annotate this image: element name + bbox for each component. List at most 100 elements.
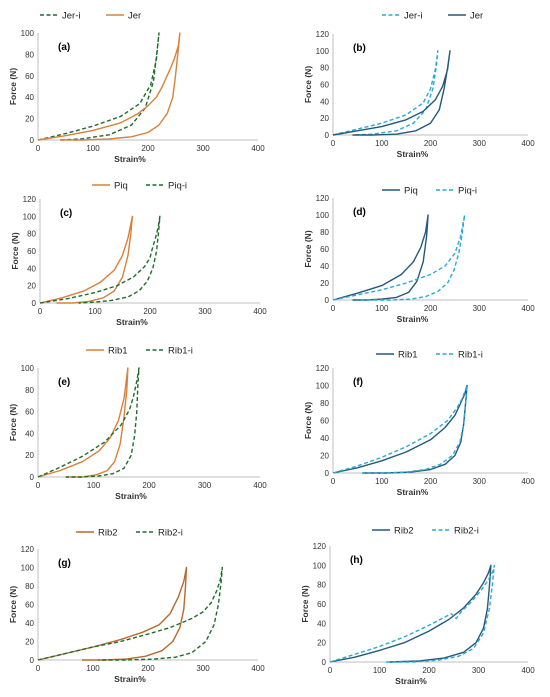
- x-axis-title: Strain%: [395, 676, 427, 686]
- series-line-rib1: [332, 384, 468, 474]
- legend-entry: Rib2-i: [158, 528, 183, 539]
- y-tick-label: 40: [320, 97, 329, 106]
- legend-entry: Jer: [128, 11, 141, 22]
- legend-entry: Piq-i: [458, 186, 477, 197]
- x-tick-label: 400: [521, 139, 535, 148]
- x-tick-label: 0: [331, 139, 336, 148]
- x-tick-label: 0: [36, 144, 41, 153]
- legend-entry: Piq: [114, 181, 128, 192]
- y-tick-label: 20: [317, 639, 326, 648]
- x-axis-title: Strain%: [115, 491, 147, 501]
- y-tick-label: 60: [320, 417, 329, 426]
- panel-label: (b): [353, 43, 366, 54]
- x-tick-label: 400: [251, 664, 265, 673]
- legend-entry: Rib2: [98, 528, 118, 539]
- series-line-rib1-i: [37, 367, 140, 478]
- y-tick-label: 40: [25, 619, 34, 628]
- y-tick-label: 80: [25, 582, 34, 591]
- legend: Rib1 Rib1-i: [376, 350, 483, 361]
- legend: Jer-i Jer: [40, 11, 141, 22]
- chart-panel-d: 0 20 40 60 80 100 120 0 100 200 300 400 Strain% Force…: [303, 186, 535, 325]
- y-tick-label: 100: [21, 29, 35, 38]
- series-line-jer: [37, 32, 181, 141]
- y-tick-label: 120: [316, 194, 330, 203]
- series-line-rib2-i: [37, 566, 224, 661]
- y-tick-label: 100: [23, 212, 37, 221]
- x-tick-label: 0: [38, 307, 43, 316]
- series-line-piq-i: [332, 214, 466, 301]
- x-tick-label: 100: [86, 144, 100, 153]
- y-tick-label: 100: [316, 382, 330, 391]
- x-tick-label: 300: [472, 666, 486, 675]
- x-tick-label: 300: [473, 139, 487, 148]
- panel-label: (a): [58, 42, 70, 53]
- y-tick-label: 60: [27, 247, 36, 256]
- legend-entry: Piq-i: [168, 181, 187, 192]
- panel-label: (h): [350, 555, 363, 566]
- x-tick-label: 200: [422, 666, 436, 675]
- y-tick-label: 80: [320, 64, 329, 73]
- y-tick-label: 120: [316, 364, 330, 373]
- series-line-piq-i: [39, 215, 161, 304]
- x-tick-label: 0: [331, 304, 336, 313]
- x-tick-label: 100: [375, 477, 389, 486]
- y-tick-label: 100: [21, 364, 35, 373]
- series-line-rib2: [37, 566, 188, 661]
- panel-label: (e): [58, 377, 70, 388]
- y-tick-label: 60: [25, 72, 34, 81]
- y-tick-label: 0: [32, 299, 37, 308]
- x-tick-label: 100: [375, 139, 389, 148]
- panel-label: (c): [60, 208, 72, 219]
- y-axis-title: Force (N): [8, 404, 18, 441]
- x-tick-label: 300: [196, 664, 210, 673]
- panel-label: (g): [58, 558, 71, 569]
- y-tick-label: 0: [322, 658, 327, 667]
- y-tick-label: 120: [23, 195, 37, 204]
- y-tick-label: 60: [317, 600, 326, 609]
- y-axis-title: Force (N): [8, 586, 18, 623]
- legend-entry: Rib1: [398, 350, 418, 361]
- x-tick-label: 400: [521, 477, 535, 486]
- legend: Piq Piq-i: [92, 181, 187, 192]
- x-tick-label: 100: [375, 304, 389, 313]
- y-axis-title: Force (N): [303, 230, 313, 267]
- chart-panel-c: 0 20 40 60 80 100 120 0 100 200 300 400 Strain% Force…: [10, 181, 267, 328]
- y-tick-label: 80: [317, 581, 326, 590]
- x-tick-label: 400: [521, 666, 535, 675]
- legend: Rib2 Rib2-i: [76, 528, 183, 539]
- x-tick-label: 100: [86, 664, 100, 673]
- y-tick-label: 60: [25, 601, 34, 610]
- x-tick-label: 400: [253, 307, 267, 316]
- y-tick-label: 20: [320, 452, 329, 461]
- y-tick-label: 40: [317, 619, 326, 628]
- y-tick-label: 40: [25, 429, 34, 438]
- y-tick-label: 80: [320, 228, 329, 237]
- x-tick-label: 400: [251, 144, 265, 153]
- series-line-jer-i: [37, 32, 160, 141]
- y-tick-label: 100: [316, 211, 330, 220]
- y-axis-title: Force (N): [10, 232, 20, 269]
- x-tick-label: 300: [473, 304, 487, 313]
- legend-entry: Rib1: [108, 346, 128, 357]
- x-axis-title: Strain%: [116, 317, 148, 327]
- legend-entry: Jer: [470, 11, 483, 22]
- legend-entry: Rib2-i: [454, 526, 479, 537]
- y-tick-label: 40: [27, 264, 36, 273]
- legend: Jer-i Jer: [382, 11, 483, 22]
- panel-label: (d): [353, 207, 366, 218]
- y-tick-label: 60: [320, 81, 329, 90]
- x-tick-label: 400: [521, 304, 535, 313]
- y-axis-title: Force (N): [303, 66, 313, 103]
- x-tick-label: 0: [36, 481, 41, 490]
- series-line-piq: [39, 215, 134, 304]
- series-line-jer-i: [332, 50, 439, 136]
- y-tick-label: 20: [25, 115, 34, 124]
- legend: Rib2 Rib2-i: [372, 526, 479, 537]
- chart-panel-a: 0 20 40 60 80 100 0 100 200 300 400 Strain% Force (N…: [8, 11, 265, 165]
- y-tick-label: 0: [325, 131, 330, 140]
- y-tick-label: 20: [320, 279, 329, 288]
- y-tick-label: 40: [320, 434, 329, 443]
- series-line-rib2: [329, 564, 492, 663]
- x-tick-label: 200: [141, 664, 155, 673]
